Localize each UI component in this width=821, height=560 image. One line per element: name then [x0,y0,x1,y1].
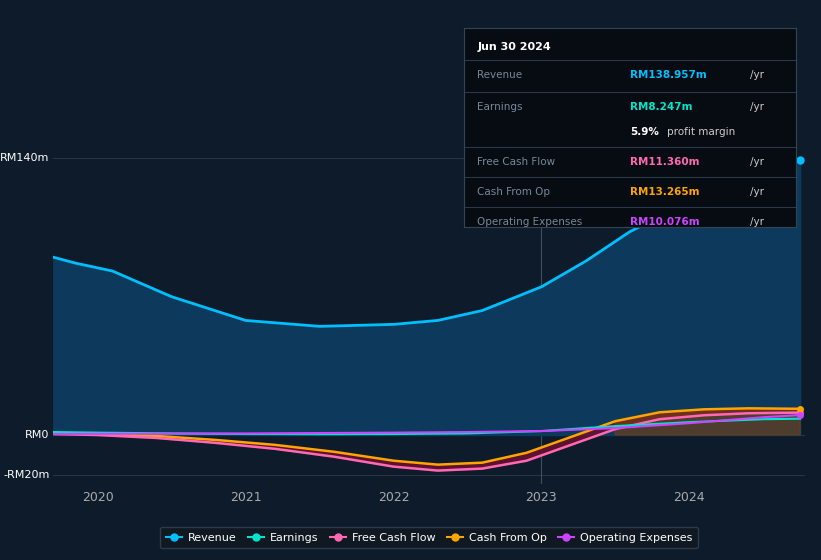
Text: Free Cash Flow: Free Cash Flow [477,157,555,167]
Text: Cash From Op: Cash From Op [477,187,550,197]
Text: /yr: /yr [750,101,764,111]
Text: RM0: RM0 [25,430,49,440]
Text: Operating Expenses: Operating Expenses [477,217,582,227]
Text: /yr: /yr [750,157,764,167]
Text: /yr: /yr [750,187,764,197]
Text: RM11.360m: RM11.360m [631,157,699,167]
Text: RM140m: RM140m [0,153,49,164]
Text: Earnings: Earnings [477,101,523,111]
Text: 5.9%: 5.9% [631,128,659,137]
Text: /yr: /yr [750,70,764,80]
Text: Jun 30 2024: Jun 30 2024 [477,42,551,52]
Legend: Revenue, Earnings, Free Cash Flow, Cash From Op, Operating Expenses: Revenue, Earnings, Free Cash Flow, Cash … [160,527,698,548]
Text: profit margin: profit margin [667,128,735,137]
Text: RM138.957m: RM138.957m [631,70,707,80]
Text: -RM20m: -RM20m [3,469,49,479]
Text: RM8.247m: RM8.247m [631,101,693,111]
Text: /yr: /yr [750,217,764,227]
Text: RM13.265m: RM13.265m [631,187,699,197]
Text: Revenue: Revenue [477,70,522,80]
Text: RM10.076m: RM10.076m [631,217,699,227]
